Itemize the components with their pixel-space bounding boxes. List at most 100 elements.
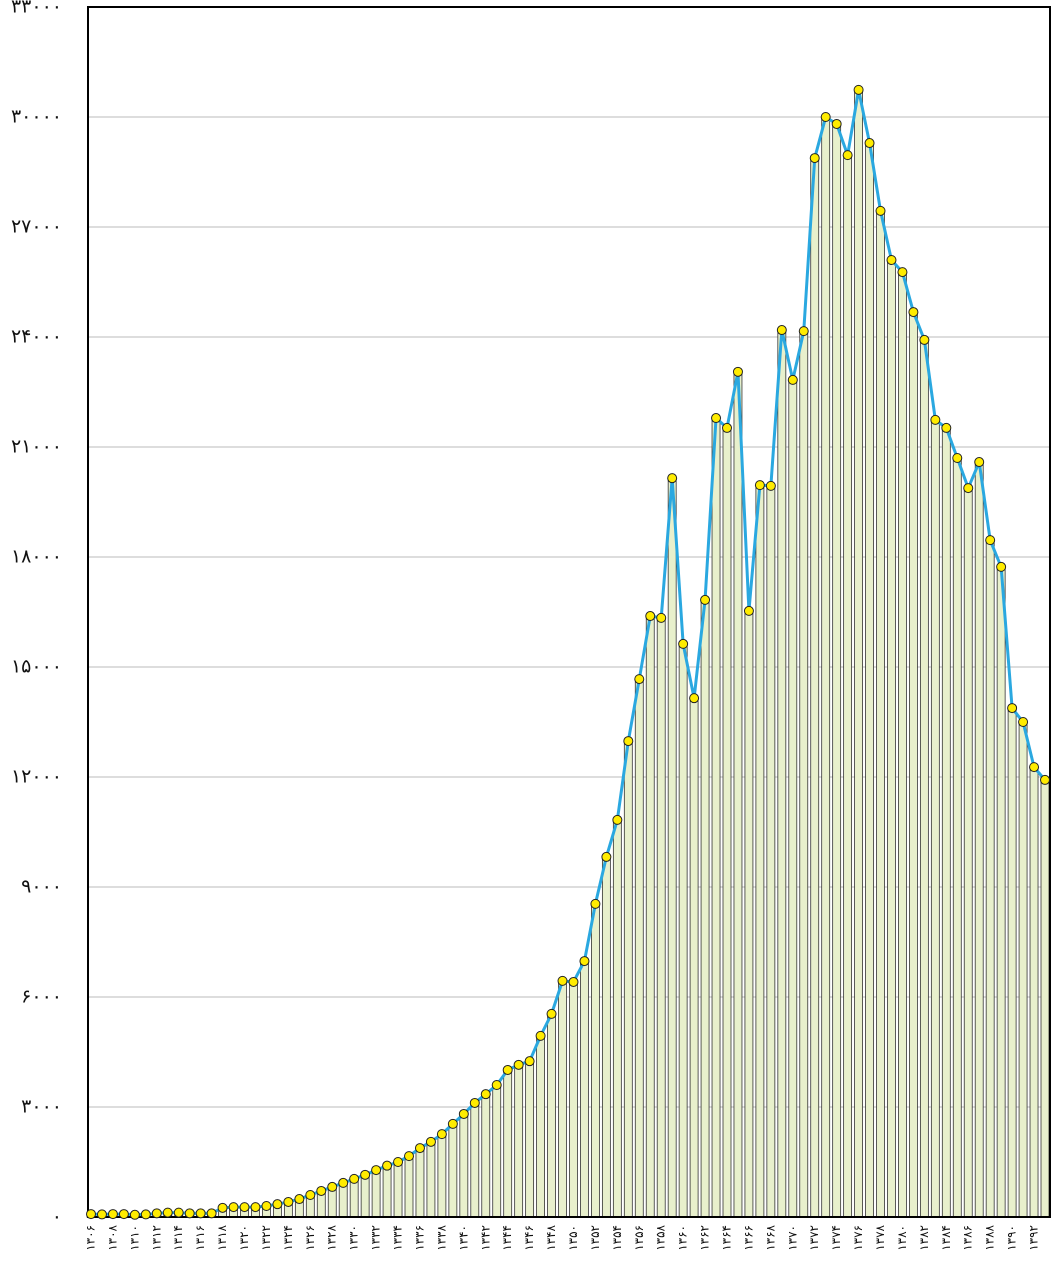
bar (887, 259, 896, 1218)
bar (558, 980, 567, 1218)
marker (228, 1202, 239, 1213)
x-tick-label: ۱۳۳۴ (391, 1225, 405, 1251)
marker (502, 1064, 513, 1075)
marker (96, 1209, 107, 1220)
y-tick-label: ۹۰۰۰ (21, 876, 62, 898)
x-tick-label: ۱۳۳۲ (369, 1225, 383, 1251)
marker (371, 1165, 382, 1176)
marker (656, 612, 667, 623)
marker (557, 975, 568, 986)
bar (777, 329, 787, 1218)
marker (184, 1208, 195, 1219)
x-tick-label: ۱۳۰۸ (105, 1224, 119, 1250)
bar (832, 123, 842, 1218)
marker (732, 366, 743, 377)
marker (425, 1136, 436, 1147)
marker (743, 605, 754, 616)
bar (514, 1064, 524, 1218)
x-tick-label: ۱۳۸۸ (983, 1224, 997, 1250)
marker (414, 1143, 425, 1154)
marker (809, 153, 820, 164)
marker (930, 414, 941, 425)
marker (711, 413, 722, 424)
y-tick-label: ۲۱۰۰۰ (11, 436, 62, 458)
marker (195, 1208, 206, 1219)
marker (546, 1008, 557, 1019)
marker (447, 1118, 458, 1129)
bar (382, 1165, 392, 1218)
bar (459, 1113, 469, 1218)
marker (776, 325, 787, 336)
bar (974, 461, 984, 1218)
marker (590, 898, 601, 909)
marker (140, 1209, 151, 1220)
marker (722, 422, 732, 433)
marker (173, 1207, 184, 1218)
x-tick-label: ۱۳۳۰ (347, 1225, 361, 1251)
marker (601, 851, 612, 862)
marker (404, 1151, 414, 1162)
bar (689, 697, 699, 1218)
marker (250, 1202, 261, 1213)
marker (151, 1208, 162, 1219)
x-tick-label: ۱۳۶۶ (741, 1225, 755, 1251)
x-tick-label: ۱۳۱۴ (171, 1225, 185, 1251)
marker (941, 422, 952, 433)
bar (733, 371, 743, 1218)
y-tick-label: ۱۵۰۰۰ (11, 656, 62, 678)
bar (788, 379, 798, 1218)
y-tick-label: ۰ (52, 1206, 62, 1228)
marker (162, 1207, 173, 1218)
bar (426, 1141, 436, 1218)
marker (480, 1089, 491, 1100)
marker (623, 736, 634, 747)
x-tick-label: ۱۳۷۶ (851, 1225, 865, 1251)
bar (667, 477, 677, 1218)
marker (985, 535, 996, 546)
bar (722, 427, 732, 1218)
marker (820, 112, 831, 122)
bar (985, 539, 995, 1218)
bar (876, 210, 885, 1218)
marker (338, 1177, 349, 1188)
bar (415, 1147, 425, 1218)
marker (261, 1201, 272, 1211)
marker (513, 1059, 524, 1070)
marker (798, 326, 809, 337)
x-tick-label: ۱۳۶۴ (720, 1225, 734, 1251)
marker (458, 1108, 469, 1119)
x-tick-label: ۱۳۶۸ (763, 1224, 777, 1250)
x-tick-label: ۱۳۲۴ (281, 1225, 295, 1251)
marker (206, 1208, 217, 1219)
bar (909, 311, 918, 1218)
x-tick-label: ۱۳۴۲ (478, 1225, 492, 1251)
bar (656, 617, 666, 1218)
marker (875, 205, 886, 216)
bar (580, 960, 589, 1218)
bar (634, 678, 644, 1218)
bar (930, 419, 940, 1218)
marker (118, 1209, 129, 1220)
marker (239, 1202, 250, 1213)
x-tick-label: ۱۳۶۰ (676, 1225, 690, 1251)
marker (897, 267, 908, 278)
bar (1018, 721, 1028, 1218)
x-tick-label: ۱۳۸۴ (939, 1225, 953, 1251)
bar (821, 116, 831, 1218)
x-tick-label: ۱۳۷۲ (807, 1225, 821, 1251)
y-tick-label: ۱۲۰۰۰ (11, 766, 62, 788)
x-tick-label: ۱۳۶۲ (698, 1225, 712, 1251)
marker (86, 1209, 96, 1220)
marker (327, 1181, 338, 1192)
marker (1029, 762, 1040, 773)
bar (1029, 766, 1039, 1218)
line (90, 88, 1047, 1217)
marker (436, 1129, 447, 1140)
bar (338, 1182, 348, 1218)
y-tick-label: ۳۰۰۰ (21, 1096, 62, 1118)
bar (404, 1155, 414, 1218)
x-tick-label: ۱۳۸۰ (895, 1225, 909, 1251)
bar (536, 1035, 545, 1218)
